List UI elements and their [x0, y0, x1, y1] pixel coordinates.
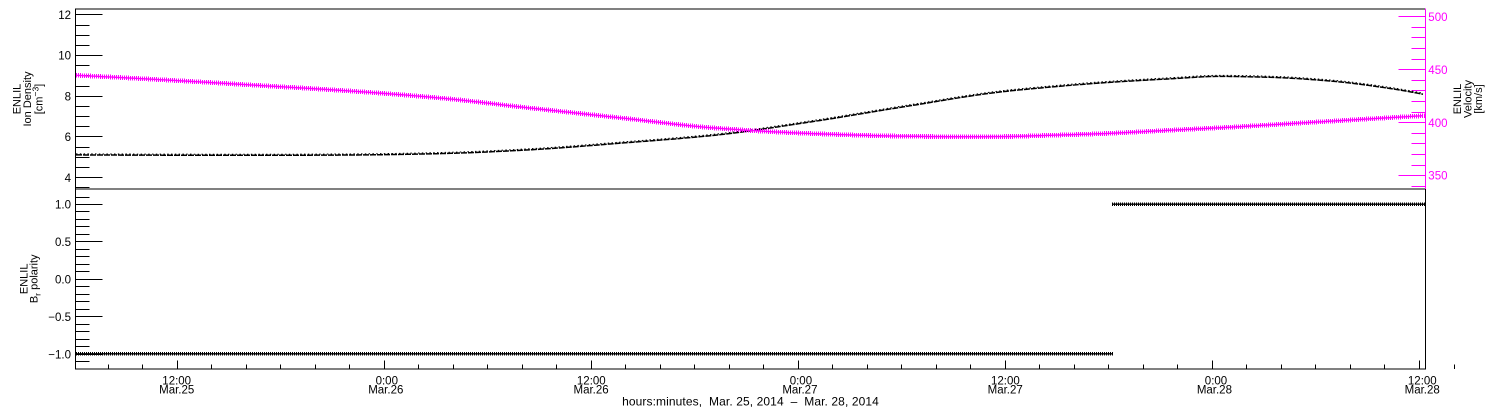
- svg-text:[km/s]: [km/s]: [1473, 84, 1485, 113]
- svg-text:ENLIL: ENLIL: [1452, 84, 1464, 115]
- svg-text:ENLIL: ENLIL: [19, 264, 31, 295]
- svg-text:Br polarity: Br polarity: [29, 254, 43, 303]
- svg-text:Mar.26: Mar.26: [368, 385, 403, 397]
- svg-text:12:00: 12:00: [1408, 376, 1437, 388]
- svg-text:500: 500: [1428, 12, 1447, 24]
- svg-text:Ion Density: Ion Density: [22, 71, 34, 127]
- svg-text:hours:minutes, Mar. 25, 2014: hours:minutes, Mar. 25, 2014 – Mar. 28, …: [622, 395, 879, 409]
- svg-text:Mar.27: Mar.27: [782, 385, 817, 397]
- svg-text:Velocity: Velocity: [1463, 80, 1475, 118]
- svg-text:10: 10: [58, 51, 71, 63]
- svg-text:ENLIL: ENLIL: [12, 84, 24, 115]
- svg-text:0:00: 0:00: [376, 376, 398, 388]
- svg-text:Mar.28: Mar.28: [1405, 385, 1440, 397]
- svg-text:12: 12: [58, 10, 71, 22]
- svg-text:350: 350: [1428, 171, 1447, 183]
- svg-text:Mar.26: Mar.26: [574, 385, 609, 397]
- svg-text:450: 450: [1428, 65, 1447, 77]
- svg-text:−1.0: −1.0: [48, 349, 71, 361]
- svg-text:Mar.28: Mar.28: [1197, 385, 1232, 397]
- svg-text:0:00: 0:00: [1205, 376, 1227, 388]
- svg-text:Mar.27: Mar.27: [988, 385, 1023, 397]
- svg-text:0.5: 0.5: [55, 237, 71, 249]
- svg-text:12:00: 12:00: [991, 376, 1020, 388]
- svg-text:Mar.25: Mar.25: [159, 385, 194, 397]
- svg-text:12:00: 12:00: [162, 376, 191, 388]
- svg-text:0:00: 0:00: [790, 376, 812, 388]
- svg-text:4: 4: [65, 173, 72, 185]
- svg-text:8: 8: [65, 91, 71, 103]
- svg-text:6: 6: [65, 132, 71, 144]
- svg-text:−0.5: −0.5: [48, 312, 71, 324]
- svg-text:0.0: 0.0: [55, 275, 71, 287]
- svg-text:400: 400: [1428, 118, 1447, 130]
- svg-text:1.0: 1.0: [55, 200, 71, 212]
- svg-text:12:00: 12:00: [577, 376, 606, 388]
